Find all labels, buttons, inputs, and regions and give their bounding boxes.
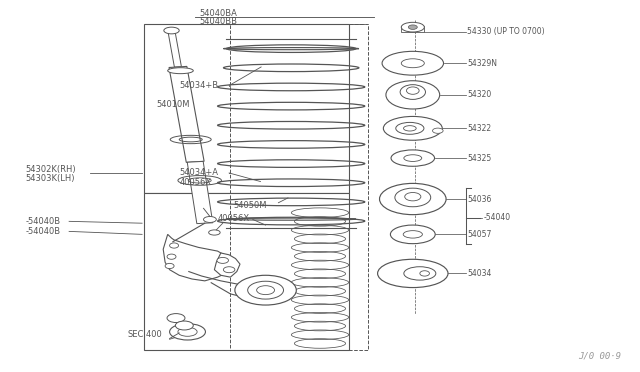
Polygon shape xyxy=(168,31,181,67)
Ellipse shape xyxy=(380,183,446,215)
Ellipse shape xyxy=(401,59,424,68)
Polygon shape xyxy=(163,234,230,281)
Text: -54040B: -54040B xyxy=(26,227,61,236)
Ellipse shape xyxy=(168,68,193,74)
Ellipse shape xyxy=(164,27,179,34)
Bar xyxy=(144,24,349,193)
Ellipse shape xyxy=(404,192,421,201)
Ellipse shape xyxy=(420,271,429,276)
Text: 54322: 54322 xyxy=(467,124,492,133)
Ellipse shape xyxy=(396,122,424,134)
Text: 54034+B: 54034+B xyxy=(179,81,218,90)
Ellipse shape xyxy=(386,81,440,109)
Text: 54303K(LH): 54303K(LH) xyxy=(26,174,75,183)
Text: 54330 (UP TO 0700): 54330 (UP TO 0700) xyxy=(467,27,545,36)
Text: 54057: 54057 xyxy=(467,230,492,239)
Ellipse shape xyxy=(235,275,296,305)
Bar xyxy=(401,26,424,32)
Text: 54302K(RH): 54302K(RH) xyxy=(26,165,76,174)
Polygon shape xyxy=(188,161,212,224)
Ellipse shape xyxy=(390,225,435,244)
Text: 54034: 54034 xyxy=(467,269,492,278)
Ellipse shape xyxy=(170,243,179,248)
Text: 54010M: 54010M xyxy=(157,100,190,109)
Ellipse shape xyxy=(248,281,284,299)
Ellipse shape xyxy=(378,259,448,288)
Polygon shape xyxy=(169,67,204,162)
Ellipse shape xyxy=(167,254,176,259)
Text: SEC.400: SEC.400 xyxy=(128,330,163,339)
Ellipse shape xyxy=(401,22,424,32)
Text: 40056X: 40056X xyxy=(218,214,250,223)
Text: 54325: 54325 xyxy=(467,154,492,163)
Text: 54329N: 54329N xyxy=(467,59,497,68)
Ellipse shape xyxy=(403,231,422,238)
Ellipse shape xyxy=(165,263,174,269)
Text: 54040BB: 54040BB xyxy=(200,17,237,26)
Bar xyxy=(144,193,349,350)
Ellipse shape xyxy=(204,217,216,222)
Ellipse shape xyxy=(404,126,416,131)
Ellipse shape xyxy=(400,85,426,99)
Text: -54040B: -54040B xyxy=(26,217,61,226)
Text: 54034+A: 54034+A xyxy=(179,169,218,177)
Ellipse shape xyxy=(433,128,443,133)
Ellipse shape xyxy=(257,286,275,295)
Text: 40056X: 40056X xyxy=(179,178,211,187)
Ellipse shape xyxy=(170,324,205,340)
Text: 54036: 54036 xyxy=(467,195,492,203)
Ellipse shape xyxy=(167,314,185,323)
Ellipse shape xyxy=(404,155,422,161)
Ellipse shape xyxy=(404,267,436,280)
Ellipse shape xyxy=(383,116,442,140)
Text: -54040: -54040 xyxy=(483,213,510,222)
Text: 54320: 54320 xyxy=(467,90,492,99)
Bar xyxy=(230,24,368,350)
Ellipse shape xyxy=(217,257,228,263)
Ellipse shape xyxy=(209,230,220,235)
Ellipse shape xyxy=(406,87,419,94)
Polygon shape xyxy=(214,253,240,277)
Ellipse shape xyxy=(395,188,431,207)
Ellipse shape xyxy=(382,51,444,75)
Ellipse shape xyxy=(223,267,235,273)
Text: 54040BA: 54040BA xyxy=(200,9,237,18)
Ellipse shape xyxy=(391,150,435,166)
Ellipse shape xyxy=(175,321,193,330)
Ellipse shape xyxy=(178,327,197,336)
Text: 54050M: 54050M xyxy=(234,201,267,210)
Ellipse shape xyxy=(408,25,417,29)
Text: J/0 00·9: J/0 00·9 xyxy=(578,352,621,361)
